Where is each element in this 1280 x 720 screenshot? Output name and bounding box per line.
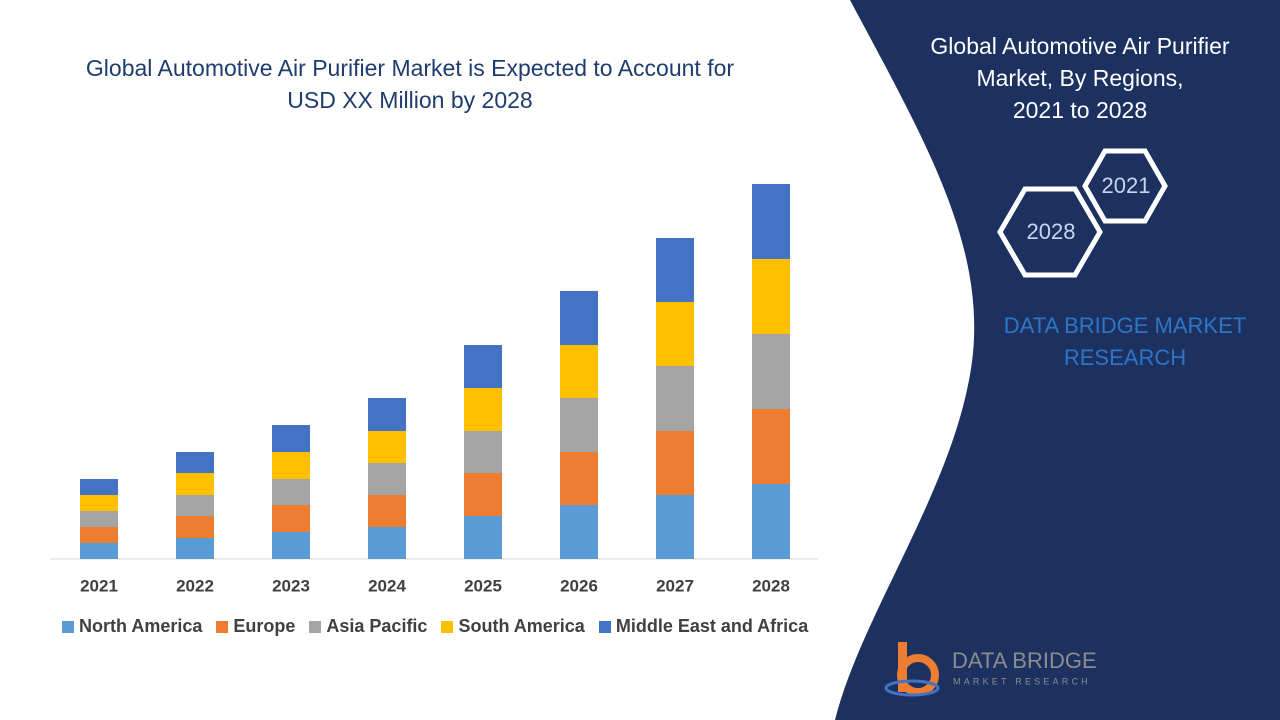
x-tick-label: 2028 bbox=[752, 576, 790, 595]
bar-segment bbox=[272, 532, 310, 559]
legend-label: Asia Pacific bbox=[326, 616, 428, 636]
x-tick-label: 2021 bbox=[80, 576, 118, 595]
legend-item: Middle East and Africa bbox=[598, 616, 809, 637]
legend-swatch bbox=[598, 620, 611, 633]
logo-swoosh bbox=[884, 679, 940, 697]
bar-segment bbox=[656, 366, 694, 431]
bar-segment bbox=[656, 302, 694, 366]
panel-title: Global Automotive Air Purifier Market, By… bbox=[900, 30, 1260, 126]
x-tick-label: 2026 bbox=[560, 576, 598, 595]
bar-segment bbox=[464, 473, 502, 516]
bar-segment bbox=[272, 452, 310, 479]
bar-segment bbox=[752, 484, 790, 559]
x-tick-label: 2027 bbox=[656, 576, 694, 595]
hexagon bbox=[997, 186, 1103, 278]
bar-segment bbox=[368, 495, 406, 527]
brand-line: RESEARCH bbox=[1063, 345, 1187, 370]
legend-label: Middle East and Africa bbox=[615, 616, 809, 636]
bar-segment bbox=[272, 425, 310, 452]
bar-segment bbox=[272, 479, 310, 505]
panel-title-line: Market, By Regions, bbox=[976, 65, 1184, 91]
bar-segment bbox=[368, 527, 406, 559]
hex-label: 2028 bbox=[1027, 219, 1076, 244]
bar-segment bbox=[752, 334, 790, 409]
legend-label: Europe bbox=[233, 616, 296, 636]
bar-segment bbox=[464, 516, 502, 559]
bar-segment bbox=[656, 495, 694, 559]
panel-title-line: Global Automotive Air Purifier bbox=[930, 33, 1230, 59]
bar-segment bbox=[272, 505, 310, 532]
brand-text: DATA BRIDGE MARKET RESEARCH bbox=[985, 310, 1265, 374]
bar-segment bbox=[464, 345, 502, 388]
logo-tagline: MARKET RESEARCH bbox=[953, 676, 1091, 686]
legend-label: North America bbox=[79, 616, 203, 636]
legend-item: Europe bbox=[216, 616, 295, 637]
bar-segment bbox=[176, 473, 214, 495]
legend-swatch bbox=[441, 620, 454, 633]
bar-segment bbox=[560, 505, 598, 559]
bar-segment bbox=[752, 409, 790, 484]
hex-label: 2021 bbox=[1102, 173, 1151, 198]
x-tick-label: 2023 bbox=[272, 576, 310, 595]
legend-item: North America bbox=[62, 616, 202, 637]
legend-item: Asia Pacific bbox=[309, 616, 427, 637]
x-tick-label: 2022 bbox=[176, 576, 214, 595]
bar-segment bbox=[368, 463, 406, 495]
bar-segment bbox=[560, 452, 598, 505]
panel-title-line: 2021 to 2028 bbox=[1012, 97, 1148, 123]
bar-segment bbox=[80, 479, 118, 495]
legend-label: South America bbox=[458, 616, 585, 636]
bar-segment bbox=[656, 431, 694, 495]
bar-segment bbox=[464, 431, 502, 473]
bar-segment bbox=[80, 511, 118, 527]
legend-swatch bbox=[62, 620, 74, 633]
hexagon bbox=[1082, 148, 1168, 224]
bar-segment bbox=[176, 495, 214, 516]
logo-bowl bbox=[897, 654, 939, 696]
x-tick-label: 2025 bbox=[464, 576, 502, 595]
bar-segment bbox=[560, 291, 598, 345]
bar-segment bbox=[560, 398, 598, 452]
bar-segment bbox=[176, 452, 214, 473]
brand-line: DATA BRIDGE MARKET bbox=[1003, 313, 1247, 338]
bar-segment bbox=[176, 516, 214, 538]
x-tick-label: 2024 bbox=[368, 576, 406, 595]
side-panel bbox=[835, 0, 1280, 720]
bar-segment bbox=[368, 398, 406, 431]
bar-segment bbox=[80, 527, 118, 543]
bar-segment bbox=[80, 543, 118, 559]
bar-segment bbox=[80, 495, 118, 511]
bar-segment bbox=[656, 238, 694, 302]
bar-segment bbox=[464, 388, 502, 431]
bar-segment bbox=[176, 538, 214, 559]
bar-segment bbox=[368, 431, 406, 463]
bar-segment bbox=[752, 259, 790, 334]
legend-swatch bbox=[216, 620, 229, 633]
chart-title: Global Automotive Air Purifier Market is… bbox=[85, 55, 735, 113]
legend-swatch bbox=[309, 620, 322, 633]
bar-segment bbox=[560, 345, 598, 398]
logo-icon bbox=[884, 642, 940, 697]
legend-item: South America bbox=[441, 616, 585, 637]
legend: North America Europe Asia Pacific South Ame… bbox=[62, 616, 808, 637]
bar-segment bbox=[752, 184, 790, 259]
logo-name: DATA BRIDGE bbox=[952, 648, 1097, 673]
